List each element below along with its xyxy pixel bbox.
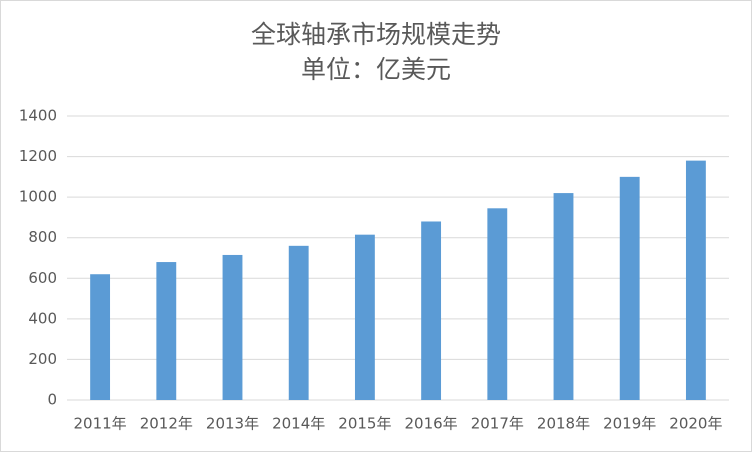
bar	[421, 221, 442, 400]
chart-subtitle: 单位：亿美元	[301, 55, 451, 84]
x-tick-label: 2014年	[272, 415, 325, 433]
x-tick-label: 2011年	[74, 415, 127, 433]
x-tick-label: 2012年	[140, 415, 193, 433]
bar	[619, 176, 640, 400]
x-tick-label: 2017年	[471, 415, 524, 433]
x-tick-label: 2015年	[338, 415, 391, 433]
y-tick-label: 600	[28, 269, 57, 287]
x-tick-label: 2020年	[669, 415, 722, 433]
bar	[685, 160, 706, 400]
y-tick-label: 400	[28, 309, 57, 327]
bar	[553, 193, 574, 400]
x-tick-label: 2018年	[537, 415, 590, 433]
bar	[288, 245, 309, 400]
x-tick-label: 2019年	[603, 415, 656, 433]
y-tick-label: 0	[47, 391, 57, 409]
y-tick-label: 800	[28, 228, 57, 246]
bar	[354, 234, 375, 400]
x-tick-label: 2013年	[206, 415, 259, 433]
bar	[90, 274, 111, 400]
y-tick-label: 200	[28, 350, 57, 368]
y-tick-label: 1000	[19, 188, 57, 206]
bar	[156, 262, 177, 400]
bar	[222, 254, 243, 400]
y-tick-label: 1400	[19, 107, 57, 125]
x-tick-label: 2016年	[405, 415, 458, 433]
chart-title: 全球轴承市场规模走势	[251, 20, 501, 49]
y-tick-label: 1200	[19, 147, 57, 165]
bar	[487, 208, 508, 400]
